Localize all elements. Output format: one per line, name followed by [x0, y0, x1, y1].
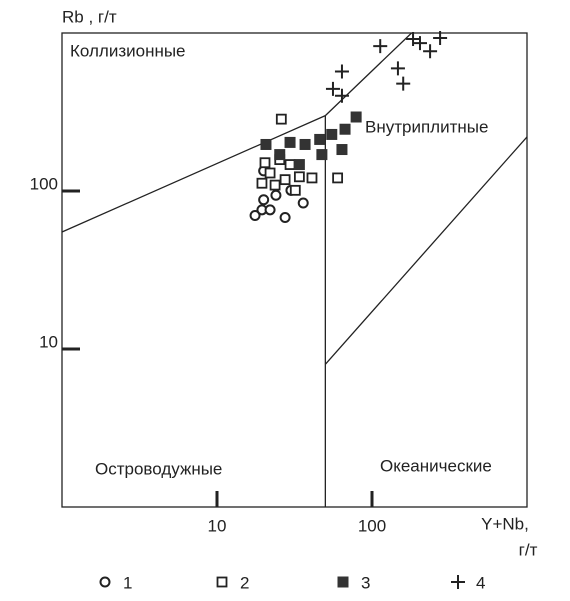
legend-label: 3: [361, 573, 370, 592]
point: [279, 174, 291, 186]
point: [297, 197, 309, 209]
point: [264, 204, 276, 216]
legend-marker: [451, 575, 465, 589]
point: [334, 64, 349, 79]
point: [423, 44, 438, 59]
point: [279, 211, 291, 223]
legend-marker: [99, 576, 111, 588]
point: [326, 128, 338, 140]
point: [332, 172, 344, 184]
point: [284, 136, 296, 148]
point: [299, 138, 311, 150]
point: [350, 111, 362, 123]
x-axis-label: г/т: [519, 540, 538, 559]
point: [275, 113, 287, 125]
legend-label: 4: [476, 573, 485, 592]
point: [433, 31, 448, 46]
point: [293, 159, 305, 171]
legend-marker: [216, 576, 228, 588]
point: [274, 149, 286, 161]
point: [325, 81, 340, 96]
point: [264, 167, 276, 179]
point: [390, 61, 405, 76]
point: [269, 179, 281, 191]
boundary-line: [61, 115, 326, 233]
point: [284, 159, 296, 170]
region-label: Островодужные: [95, 459, 222, 478]
point: [339, 123, 351, 135]
plot-frame: [61, 32, 528, 508]
point: [249, 209, 261, 221]
point: [256, 177, 268, 189]
point: [334, 88, 349, 103]
point: [412, 36, 427, 51]
region-label: Океанические: [380, 456, 492, 475]
point: [306, 172, 318, 184]
point: [373, 39, 388, 54]
y-tick-label: 10: [39, 332, 58, 351]
point: [293, 171, 305, 183]
legend-label: 2: [240, 573, 249, 592]
boundary-line: [324, 136, 528, 365]
region-label: Внутриплитные: [365, 117, 488, 136]
y-tick-label: 100: [30, 174, 58, 193]
x-tick-label: 10: [208, 516, 227, 535]
point: [260, 138, 272, 150]
point: [270, 189, 282, 201]
point: [259, 157, 271, 169]
point: [314, 133, 326, 145]
point: [316, 149, 328, 161]
boundary-line: [324, 32, 413, 117]
point: [396, 76, 411, 91]
x-tick-label: 100: [358, 516, 386, 535]
region-label: Коллизионные: [70, 41, 186, 60]
x-axis-label: Y+Nb,: [481, 514, 529, 533]
legend-label: 1: [123, 573, 132, 592]
point: [289, 184, 301, 196]
point: [336, 144, 348, 156]
point: [258, 194, 270, 206]
y-axis-label: Rb , г/т: [62, 7, 117, 26]
legend-marker: [337, 576, 349, 588]
